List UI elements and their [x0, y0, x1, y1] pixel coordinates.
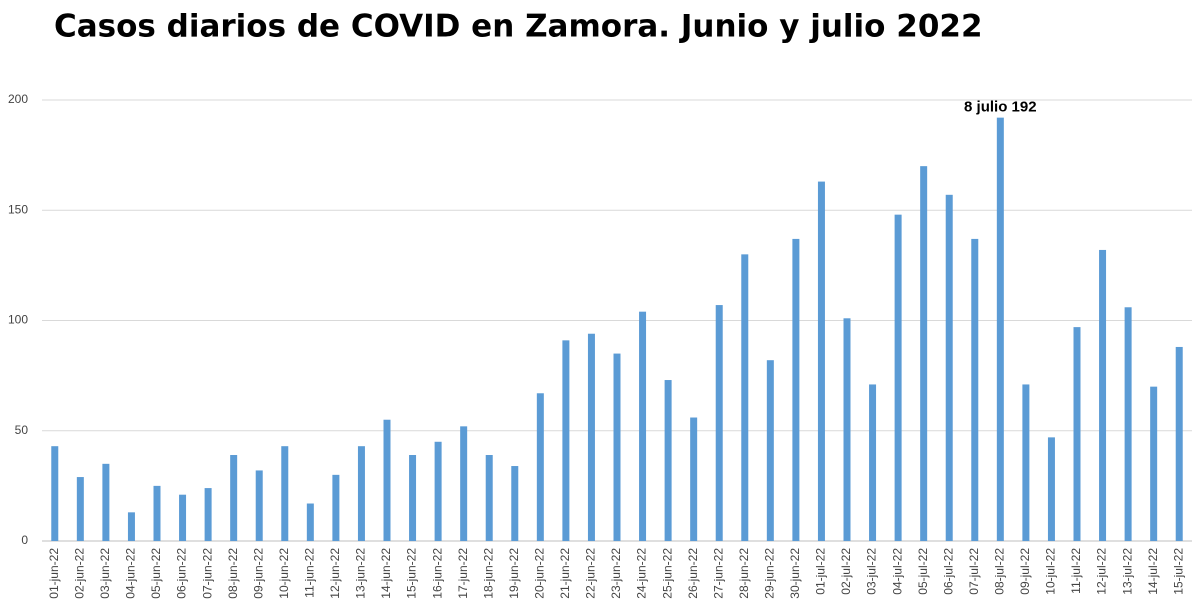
bar — [639, 311, 647, 541]
x-tick-label: 03-jul-22 — [865, 548, 879, 595]
x-tick-label: 01-jun-22 — [47, 548, 61, 599]
annotation: 8 julio 192 — [964, 99, 1037, 116]
x-tick-label: 06-jun-22 — [175, 548, 189, 599]
bar — [230, 455, 238, 541]
bar — [153, 485, 161, 541]
x-tick-label: 07-jul-22 — [967, 548, 981, 595]
x-tick-label: 28-jun-22 — [737, 548, 751, 599]
x-tick-label: 03-jun-22 — [98, 548, 112, 599]
x-tick-label: 14-jun-22 — [379, 548, 393, 599]
bar — [971, 238, 979, 542]
bar — [102, 463, 110, 541]
bar — [843, 318, 851, 541]
y-tick-label: 200 — [8, 92, 28, 106]
bar — [1124, 307, 1132, 541]
x-tick-label: 21-jun-22 — [558, 548, 572, 599]
bar — [587, 333, 595, 541]
x-tick-label: 30-jun-22 — [788, 548, 802, 599]
bar — [1175, 346, 1183, 541]
x-tick-label: 29-jun-22 — [763, 548, 777, 599]
bar — [409, 455, 417, 541]
bar — [562, 340, 570, 541]
bar — [894, 214, 902, 541]
x-tick-label: 01-jul-22 — [814, 548, 828, 595]
x-tick-label: 12-jun-22 — [328, 548, 342, 599]
bar — [485, 455, 493, 541]
x-tick-label: 05-jun-22 — [149, 548, 163, 599]
x-tick-label: 24-jun-22 — [635, 548, 649, 599]
bar — [817, 181, 825, 541]
bar — [51, 446, 59, 541]
x-tick-label: 25-jun-22 — [660, 548, 674, 599]
bar — [460, 426, 468, 541]
bar — [383, 419, 391, 541]
x-tick-label: 16-jun-22 — [430, 548, 444, 599]
x-tick-label: 12-jul-22 — [1095, 548, 1109, 595]
x-tick-label: 04-jul-22 — [890, 548, 904, 595]
x-tick-label: 04-jun-22 — [124, 548, 138, 599]
bar — [1150, 386, 1158, 541]
bar — [204, 488, 212, 541]
bar — [357, 446, 365, 541]
bar — [920, 166, 928, 541]
bar — [766, 360, 774, 541]
bar — [76, 477, 84, 541]
x-tick-label: 11-jul-22 — [1069, 548, 1083, 594]
x-tick-label: 23-jun-22 — [609, 548, 623, 599]
x-tick-label: 27-jun-22 — [711, 548, 725, 599]
chart-title: Casos diarios de COVID en Zamora. Junio … — [54, 9, 983, 45]
x-tick-label: 02-jun-22 — [73, 548, 87, 599]
x-tick-label: 15-jul-22 — [1171, 548, 1185, 595]
bar — [945, 194, 953, 541]
bar — [1073, 327, 1081, 541]
y-tick-label: 150 — [8, 202, 28, 216]
bar — [536, 393, 544, 541]
x-tick-label: 13-jul-22 — [1120, 548, 1134, 595]
x-tick-label: 11-jun-22 — [303, 548, 317, 598]
bar — [1022, 384, 1030, 541]
bar — [1047, 437, 1055, 541]
x-tick-label: 02-jul-22 — [839, 548, 853, 595]
bar — [179, 494, 187, 541]
x-tick-label: 06-jul-22 — [941, 548, 955, 595]
bar — [613, 353, 621, 541]
x-tick-label: 10-jul-22 — [1044, 548, 1058, 595]
bar — [792, 238, 800, 542]
x-tick-label: 08-jun-22 — [226, 548, 240, 599]
x-tick-label: 19-jun-22 — [507, 548, 521, 599]
x-tick-label: 22-jun-22 — [584, 548, 598, 599]
x-tick-label: 13-jun-22 — [354, 548, 368, 599]
x-tick-label: 17-jun-22 — [456, 548, 470, 599]
bar — [511, 466, 519, 541]
y-tick-label: 0 — [21, 533, 28, 547]
x-tick-label: 08-jul-22 — [993, 548, 1007, 595]
bar — [690, 417, 698, 541]
bar — [996, 117, 1004, 541]
bar — [869, 384, 877, 541]
bar — [741, 254, 749, 541]
bar — [281, 446, 289, 541]
x-tick-label: 26-jun-22 — [686, 548, 700, 599]
bar — [255, 470, 263, 541]
bar — [1099, 249, 1107, 541]
bar — [664, 380, 672, 541]
y-tick-label: 100 — [8, 313, 28, 327]
bar — [332, 474, 340, 541]
x-tick-label: 15-jun-22 — [405, 548, 419, 599]
bar — [715, 305, 723, 541]
x-tick-label: 09-jun-22 — [251, 548, 265, 599]
x-tick-label: 07-jun-22 — [200, 548, 214, 599]
x-tick-label: 09-jul-22 — [1018, 548, 1032, 595]
x-tick-label: 14-jul-22 — [1146, 548, 1160, 595]
x-tick-label: 20-jun-22 — [533, 548, 547, 599]
y-tick-label: 50 — [15, 423, 29, 437]
bar — [434, 441, 442, 541]
x-tick-label: 05-jul-22 — [916, 548, 930, 595]
x-tick-label: 10-jun-22 — [277, 548, 291, 599]
bar — [127, 512, 135, 541]
x-tick-label: 18-jun-22 — [481, 548, 495, 599]
bar — [306, 503, 314, 541]
